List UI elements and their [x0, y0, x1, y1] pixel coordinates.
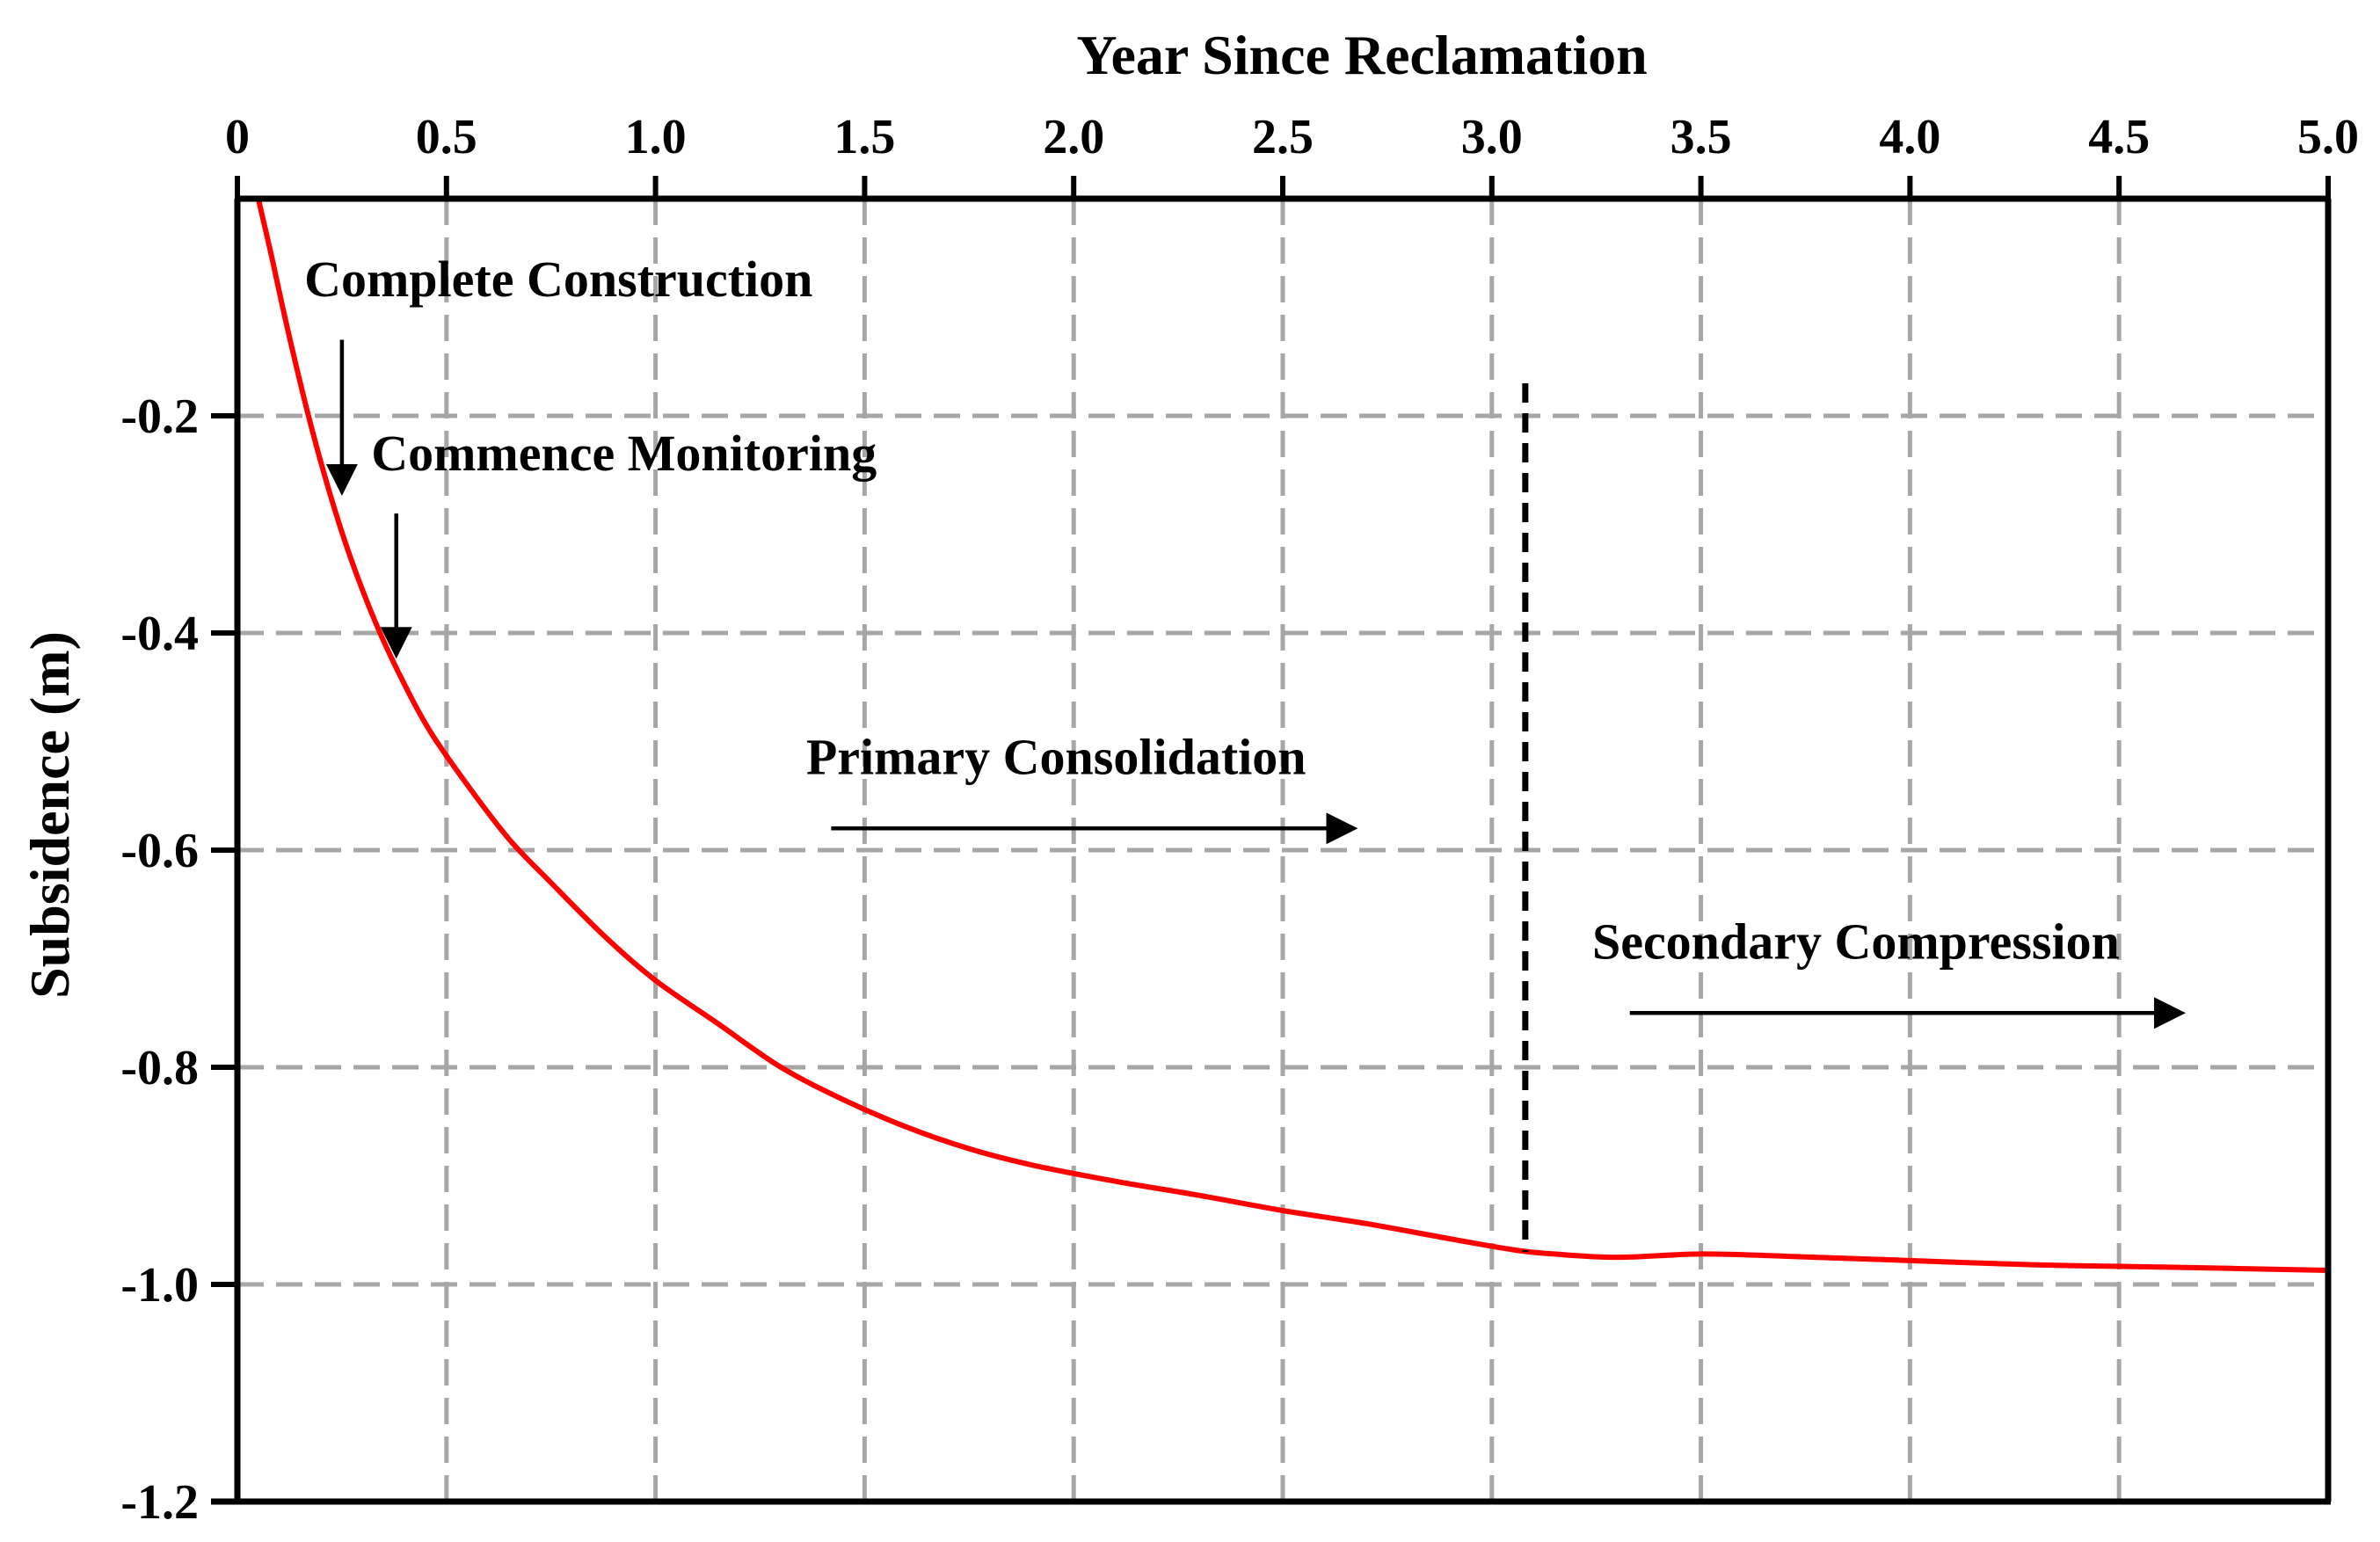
annotation-label-0: Complete Construction	[304, 251, 812, 308]
x-tick-label-8: 4.0	[1879, 110, 1940, 164]
x-tick-label-6: 3.0	[1461, 110, 1523, 164]
y-tick-label-3: -0.8	[120, 1041, 199, 1095]
x-tick-label-1: 0.5	[416, 110, 477, 164]
annotation-label-1: Commence Monitoring	[371, 425, 877, 482]
y-tick-label-2: -0.6	[120, 824, 199, 878]
annotations: Complete Construction Commence Monitoring…	[304, 251, 2187, 1029]
x-tick-label-5: 2.5	[1252, 110, 1314, 164]
x-tick-label-10: 5.0	[2297, 110, 2359, 164]
grid	[237, 199, 2328, 1502]
x-tick-label-4: 2.0	[1043, 110, 1104, 164]
y-tick-label-0: -0.2	[120, 389, 199, 444]
x-axis-title: Year Since Reclamation	[1076, 24, 1647, 86]
annotation-label-2: Primary Consolidation	[806, 729, 1306, 786]
x-tick-label-9: 4.5	[2088, 110, 2150, 164]
series-line-0	[255, 196, 2331, 1273]
x-tick-label-2: 1.0	[625, 110, 687, 164]
y-tick-label-4: -1.0	[120, 1258, 199, 1313]
x-tick-label-3: 1.5	[833, 110, 895, 164]
y-tick-label-1: -0.4	[120, 607, 199, 661]
annotation-label-3: Secondary Compression	[1592, 913, 2120, 971]
x-tick-label-0: 0	[225, 110, 250, 164]
series-layer	[255, 196, 2331, 1273]
y-tick-label-5: -1.2	[120, 1475, 199, 1530]
y-axis-title: Subsidence (m)	[18, 631, 81, 999]
tick-labels: 0 0.5 1.0 1.5 2.0 2.5 3.0 3.5 4.0 4.5 5.0 -0.2 -0.4 -…	[120, 110, 2359, 1530]
x-tick-label-7: 3.5	[1670, 110, 1732, 164]
